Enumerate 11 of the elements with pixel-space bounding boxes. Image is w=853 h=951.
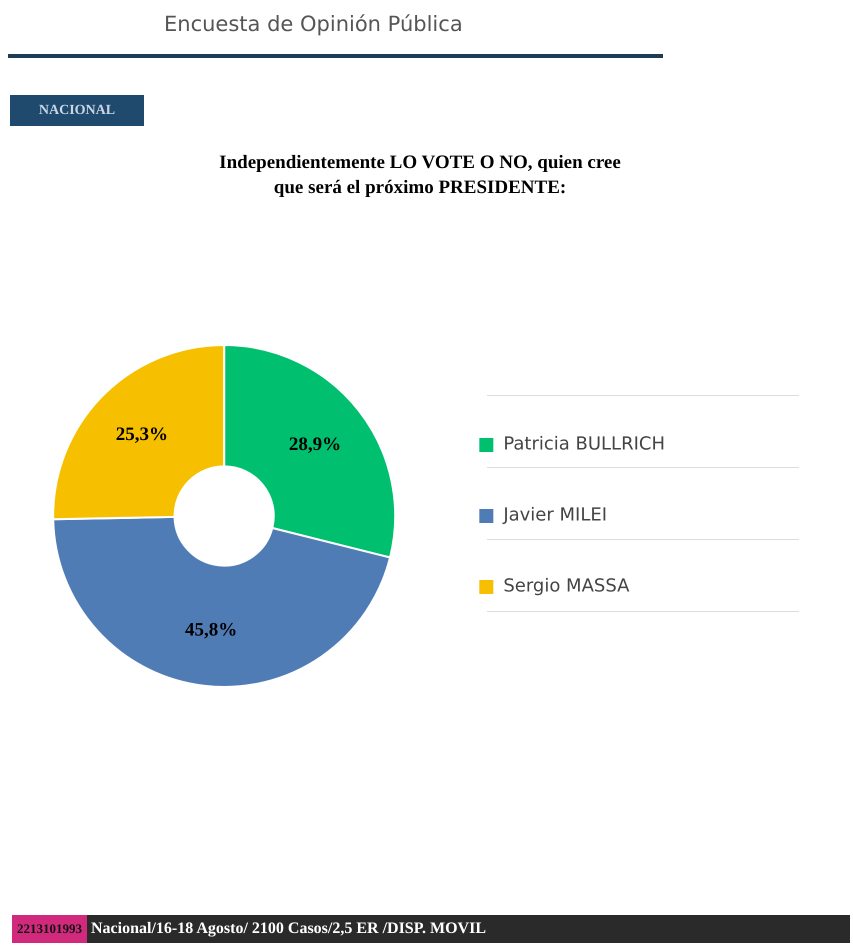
text: Nacional/16-18 Agosto/ 2100 Casos/2,5 ER /DISP. MOVIL [90, 920, 486, 938]
text: 2213101993 [12, 915, 87, 943]
text: Encuesta de Opinión Pública [164, 12, 463, 36]
legend-label: Patricia BULLRICH [503, 434, 666, 455]
chart-title: Independientemente LO VOTE O NO, quien cree que será el próximo PRESIDENTE: [218, 151, 622, 200]
data-label: 28,9% [288, 434, 342, 455]
data-label: 25,3% [116, 424, 168, 446]
text: NACIONAL [10, 95, 144, 126]
legend-label: Sergio MASSA [503, 576, 630, 597]
legend-label: Javier MILEI [502, 504, 608, 526]
data-label: 45,8% [185, 619, 238, 640]
